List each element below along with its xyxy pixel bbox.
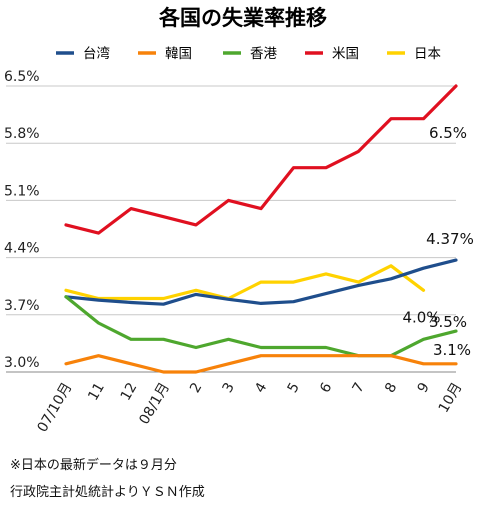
y-tick-label: 3.0% <box>4 355 40 371</box>
x-tick-label: 3 <box>220 380 238 396</box>
data-labels: 6.5% 4.37% 4.0%3.5% 3.1% <box>402 124 473 359</box>
x-tick-label: 11 <box>85 380 108 403</box>
y-tick-label: 6.5% <box>4 69 40 85</box>
x-tick-label: 6 <box>317 380 335 396</box>
x-tick-label: 7 <box>350 380 368 396</box>
x-tick-label: 2 <box>187 380 205 396</box>
legend-label: 日本 <box>414 46 441 62</box>
gridlines <box>6 85 456 373</box>
unemployment-chart: 各国の失業率推移 台湾 韓国 香港 米国 日本 3.0% 3.7% 4.4% 5.1% 5.8%… <box>4 6 474 435</box>
y-axis-ticks: 3.0% 3.7% 4.4% 5.1% 5.8% 6.5% <box>4 69 40 371</box>
data-label: 6.5% <box>429 124 467 142</box>
y-tick-label: 4.4% <box>4 241 40 257</box>
y-tick-label: 5.8% <box>4 126 40 142</box>
y-tick-label: 5.1% <box>4 183 40 199</box>
x-tick-label: 9 <box>415 380 433 396</box>
series-line <box>64 84 458 235</box>
data-label: 3.5% <box>429 313 467 331</box>
series-lines <box>64 84 458 374</box>
x-tick-label: 07/10月 <box>34 380 75 435</box>
data-label: 4.0% <box>402 308 440 326</box>
legend-label: 米国 <box>332 46 359 62</box>
legend-label: 台湾 <box>83 45 110 62</box>
y-tick-label: 3.7% <box>4 298 40 314</box>
series-line <box>64 295 458 358</box>
x-tick-label: 8 <box>382 380 400 396</box>
legend: 台湾 韓国 香港 米国 日本 <box>56 45 441 62</box>
series-line <box>64 264 426 301</box>
x-tick-label: 08/1月 <box>136 380 173 427</box>
footnote-source: 行政院主計処統計よりＹＳＮ作成 <box>10 485 205 500</box>
legend-label: 香港 <box>250 46 277 62</box>
chart-title: 各国の失業率推移 <box>158 6 327 30</box>
x-tick-label: 5 <box>285 380 303 396</box>
legend-label: 韓国 <box>165 46 192 62</box>
series-line <box>64 354 458 374</box>
footnote-japan: ※日本の最新データは９月分 <box>10 458 177 473</box>
data-label: 3.1% <box>433 341 471 359</box>
data-label: 4.37% <box>426 230 474 248</box>
x-tick-label: 10月 <box>436 380 466 416</box>
series-line <box>64 258 458 306</box>
x-tick-label: 4 <box>252 380 270 396</box>
x-tick-label: 12 <box>118 380 141 403</box>
